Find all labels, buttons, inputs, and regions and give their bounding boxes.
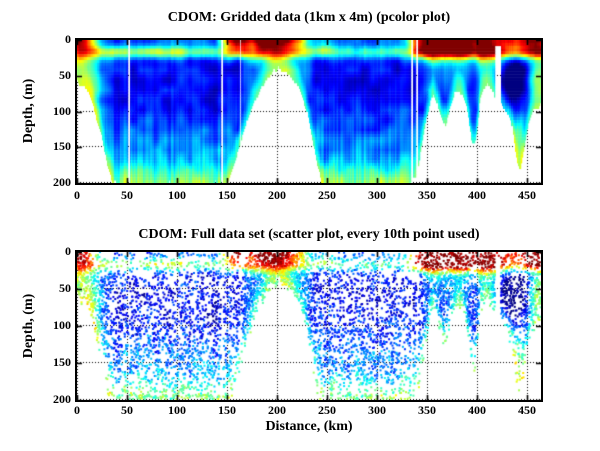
pcolor-title: CDOM: Gridded data (1km x 4m) (pcolor pl…: [167, 10, 451, 25]
x-tick-label: 400: [468, 403, 486, 417]
x-tick-label: 350: [418, 403, 436, 417]
y-tick-label: 200: [53, 392, 71, 406]
y-tick-label: 100: [53, 318, 71, 332]
x-tick-label: 200: [268, 188, 286, 202]
x-tick-label: 150: [218, 188, 236, 202]
x-tick-label: 300: [368, 188, 386, 202]
x-tick-label: 300: [368, 403, 386, 417]
y-tick-label: 50: [59, 281, 71, 295]
x-tick-label: 50: [121, 403, 133, 417]
x-tick-label: 350: [418, 188, 436, 202]
scatter-x-axis-label: Distance, (km): [265, 419, 353, 434]
pcolor-plot-area: [75, 38, 543, 185]
y-tick-label: 200: [53, 175, 71, 189]
pcolor-canvas: [77, 40, 541, 183]
x-tick-label: 50: [121, 188, 133, 202]
scatter-canvas: [77, 252, 541, 400]
y-tick-label: 100: [53, 103, 71, 118]
x-tick-label: 100: [168, 403, 186, 417]
x-tick-label: 0: [74, 188, 80, 202]
y-tick-label: 50: [59, 67, 71, 82]
y-tick-label: 0: [65, 32, 71, 46]
x-tick-label: 400: [468, 188, 486, 202]
x-tick-label: 0: [74, 403, 80, 417]
scatter-plot-area: [75, 250, 543, 402]
x-tick-label: 150: [218, 403, 236, 417]
x-tick-label: 450: [518, 403, 536, 417]
x-tick-label: 250: [318, 188, 336, 202]
x-tick-label: 100: [168, 188, 186, 202]
y-tick-label: 0: [65, 244, 71, 258]
x-tick-label: 250: [318, 403, 336, 417]
x-tick-label: 450: [518, 188, 536, 202]
x-tick-label: 200: [268, 403, 286, 417]
y-tick-label: 150: [53, 355, 71, 369]
scatter-title: CDOM: Full data set (scatter plot, every…: [138, 227, 480, 242]
y-tick-label: 150: [53, 139, 71, 154]
